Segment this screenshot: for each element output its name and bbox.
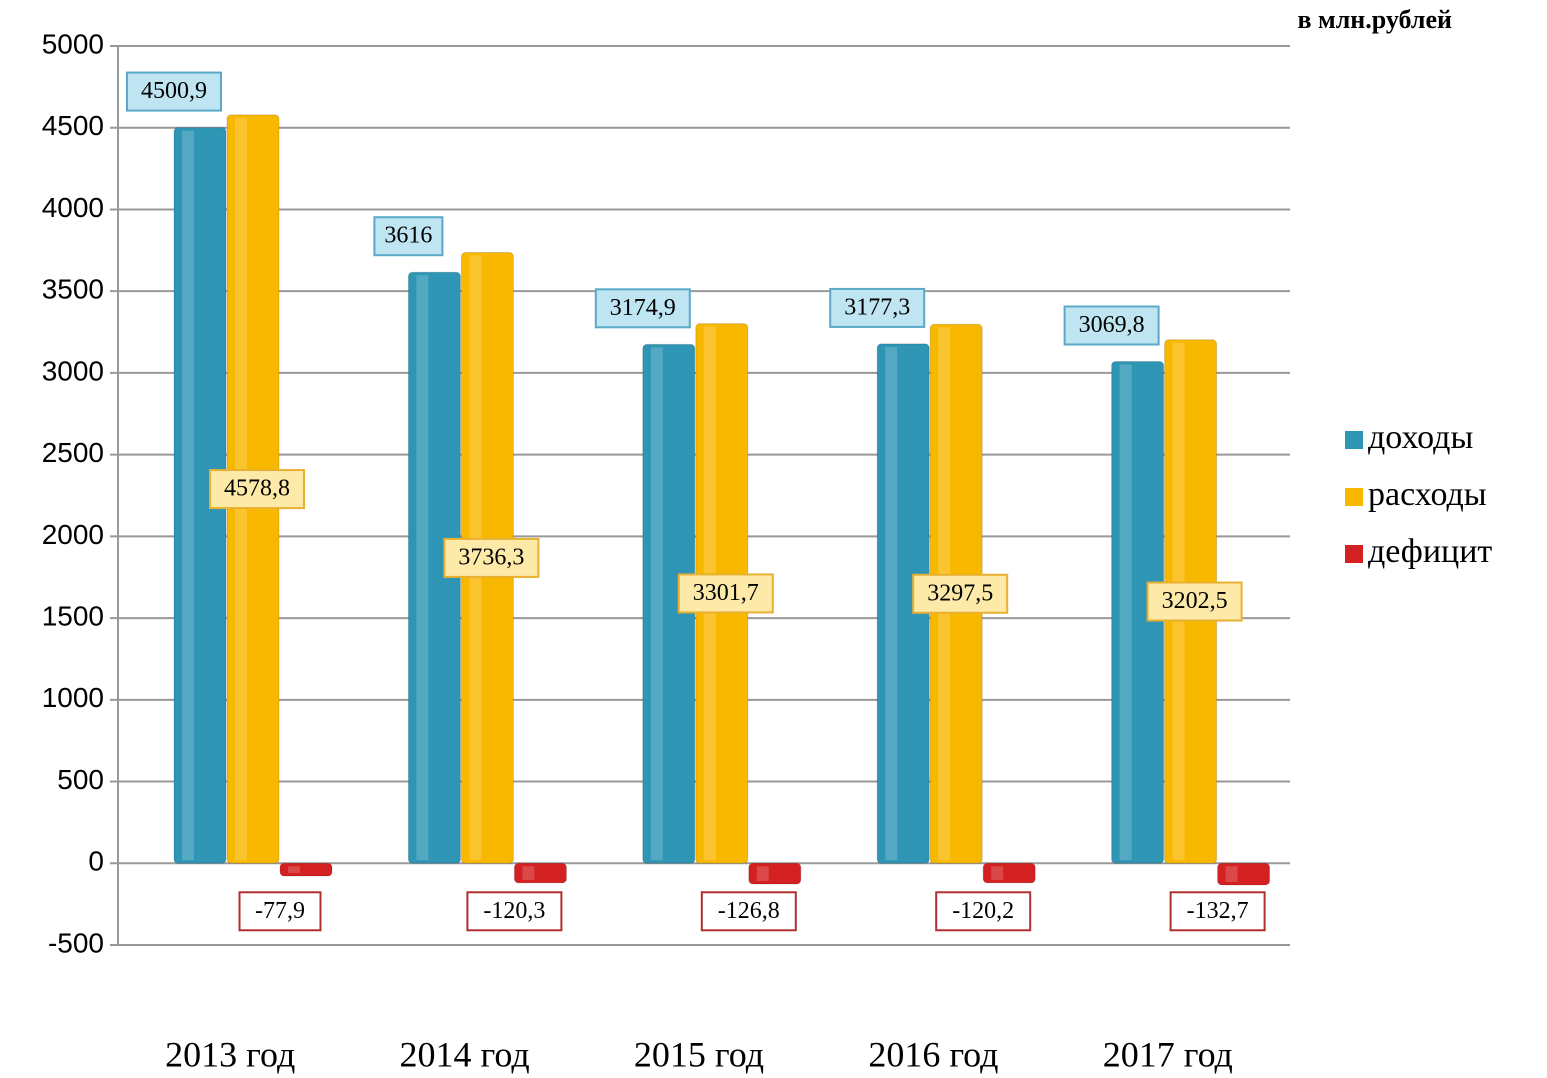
value-label-box — [209, 469, 305, 510]
value-label-box — [677, 573, 774, 614]
legend-swatch — [1345, 431, 1363, 449]
y-tick-label: 2000 — [42, 519, 104, 550]
value-label: 3616 — [384, 223, 432, 249]
bar — [1217, 862, 1271, 886]
y-tick-label: 500 — [57, 764, 104, 795]
y-tick-label: 3000 — [42, 355, 104, 386]
value-label-box — [912, 573, 1009, 614]
bar-highlight — [991, 866, 1004, 880]
value-label-box — [829, 287, 926, 328]
y-tick-label: 5000 — [42, 28, 104, 59]
bar — [748, 862, 802, 885]
y-tick-label: 4000 — [42, 192, 104, 223]
x-tick-label: 2017 год — [1103, 1034, 1233, 1074]
value-label: 3069,8 — [1079, 312, 1145, 338]
bar-highlight — [650, 347, 663, 861]
value-label: 3174,9 — [610, 295, 676, 321]
value-label: 4500,9 — [141, 78, 207, 104]
bar — [513, 862, 567, 884]
bar-highlight — [1119, 364, 1132, 861]
bar-highlight — [885, 346, 898, 861]
value-label: -77,9 — [255, 898, 305, 924]
y-tick-label: 3500 — [42, 274, 104, 305]
y-tick-label: 1000 — [42, 682, 104, 713]
bar — [279, 862, 333, 877]
value-label-box — [1063, 305, 1160, 346]
value-label: 3202,5 — [1162, 588, 1228, 614]
value-label-box — [126, 71, 222, 112]
value-label: -120,2 — [952, 898, 1014, 924]
value-label: 3177,3 — [844, 294, 910, 320]
x-tick-label: 2014 год — [400, 1034, 530, 1074]
legend-label: расходы — [1368, 476, 1487, 513]
value-label-box — [1169, 891, 1266, 932]
y-tick-label: -500 — [48, 927, 104, 958]
value-label: 3301,7 — [693, 580, 759, 606]
y-tick-label: 2500 — [42, 437, 104, 468]
value-label: 4578,8 — [224, 476, 290, 502]
value-label-box — [594, 288, 691, 329]
bar-highlight — [1225, 866, 1238, 882]
y-tick-label: 1500 — [42, 600, 104, 631]
value-label: -126,8 — [718, 898, 780, 924]
x-tick-label: 2015 год — [634, 1034, 764, 1074]
bar-highlight — [756, 866, 769, 881]
legend-swatch — [1345, 488, 1363, 506]
value-label-box — [700, 891, 797, 932]
bar-highlight — [522, 866, 535, 880]
x-tick-label: 2013 год — [165, 1034, 295, 1074]
x-tick-label: 2016 год — [868, 1034, 998, 1074]
legend-label: дефицит — [1368, 533, 1492, 570]
value-label-box — [935, 891, 1032, 932]
value-label: -120,3 — [483, 898, 545, 924]
unit-label: в млн.рублей — [1297, 5, 1452, 34]
value-label: 3297,5 — [927, 580, 993, 606]
bar-highlight — [288, 866, 300, 874]
value-label-box — [238, 891, 322, 932]
value-label: -132,7 — [1187, 898, 1249, 924]
legend-label: доходы — [1368, 419, 1473, 456]
value-label-box — [466, 891, 563, 932]
bar-highlight — [182, 130, 194, 861]
value-label-box — [443, 537, 540, 578]
bar-highlight — [416, 275, 429, 861]
bar — [982, 862, 1036, 884]
y-tick-label: 4500 — [42, 110, 104, 141]
value-label-box — [373, 216, 444, 257]
y-tick-label: 0 — [88, 846, 104, 877]
value-label: 3736,3 — [458, 544, 524, 570]
legend-swatch — [1345, 545, 1363, 563]
value-label-box — [1146, 581, 1243, 622]
